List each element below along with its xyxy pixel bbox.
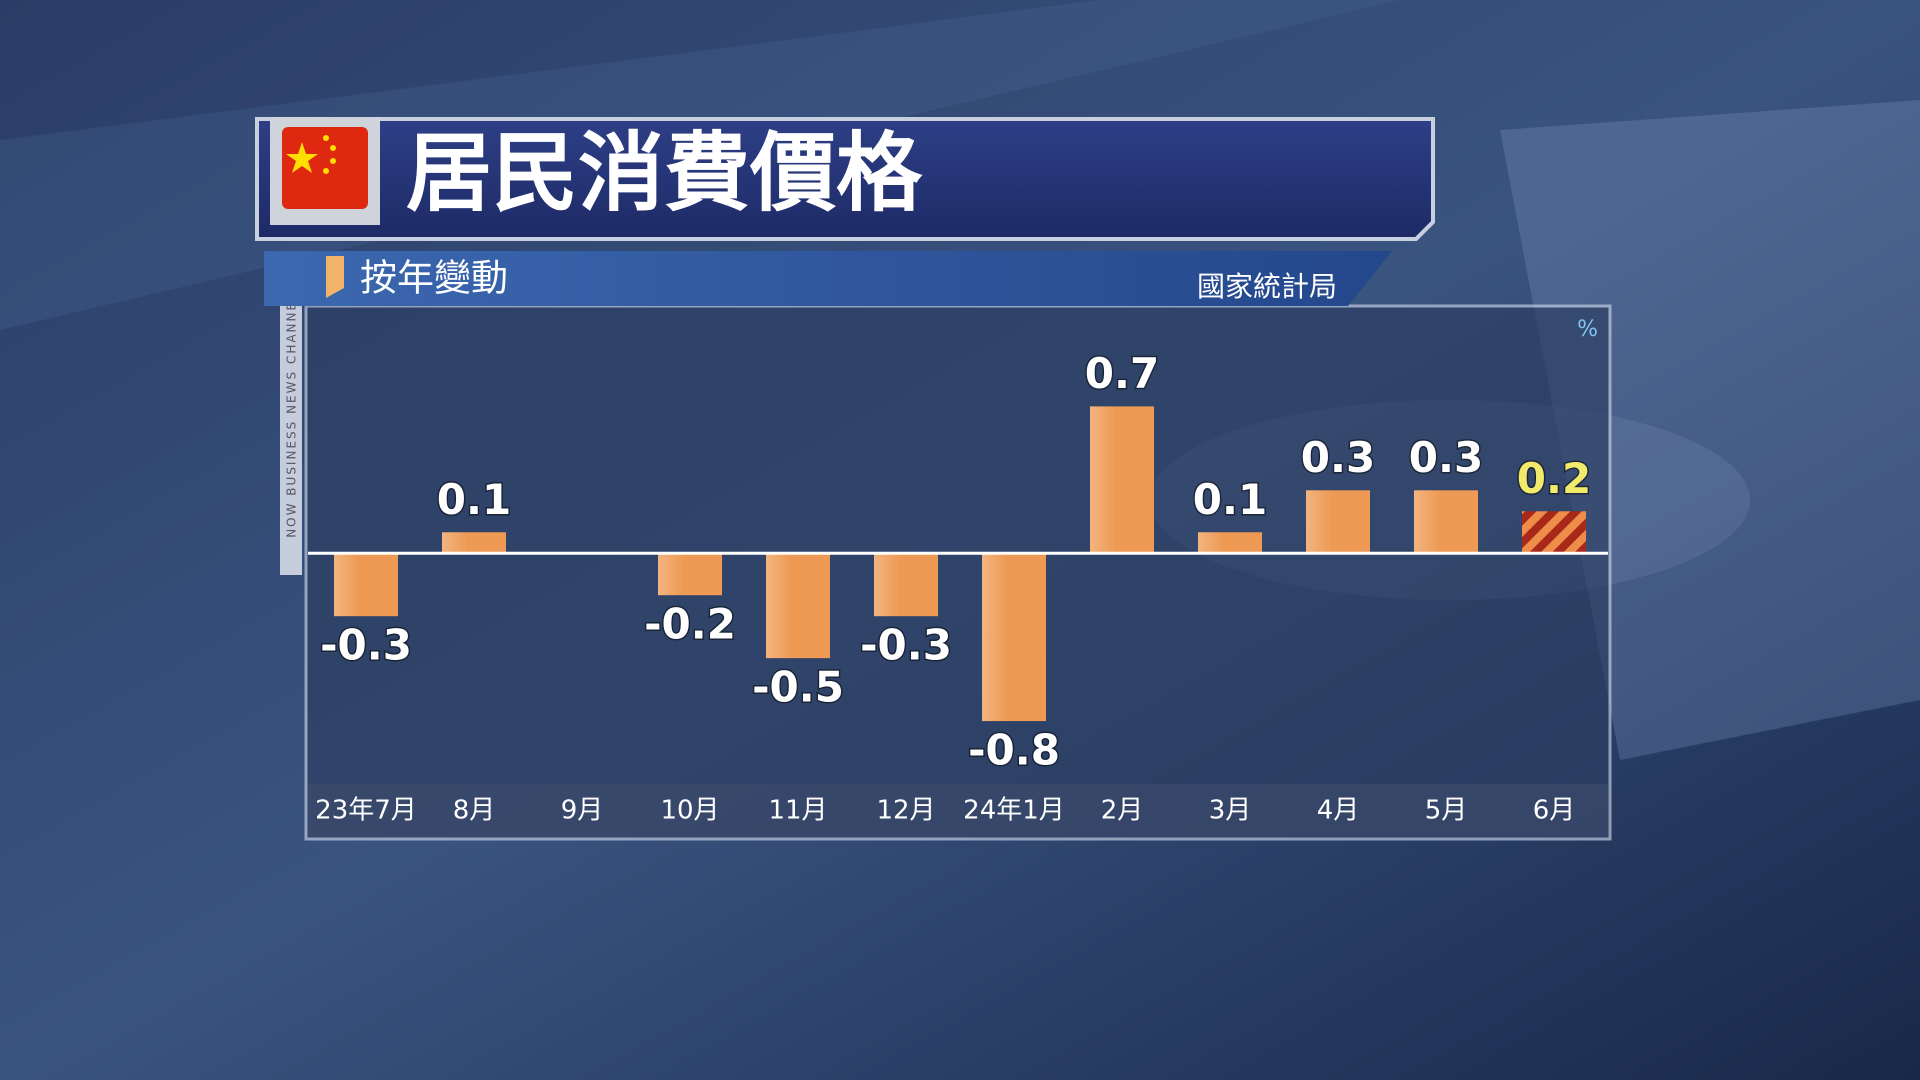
x-tick-label: 9月 <box>561 796 604 826</box>
bar-shine <box>874 553 938 617</box>
bar-shine <box>766 553 830 659</box>
x-tick-label: 6月 <box>1533 796 1576 826</box>
value-label: 0.2 <box>1517 454 1591 503</box>
subtitle-bar <box>264 251 1392 306</box>
source: 國家統計局 <box>1197 270 1337 303</box>
x-tick-label: 11月 <box>768 796 827 826</box>
bar-shine <box>1198 532 1262 554</box>
value-label: 0.1 <box>437 475 511 524</box>
unit-label: % <box>1577 317 1598 342</box>
x-tick-label: 5月 <box>1425 796 1468 826</box>
title-bar <box>255 117 1435 241</box>
side-strip <box>280 255 302 575</box>
x-tick-label: 12月 <box>876 796 935 826</box>
bar-shine <box>1090 406 1154 554</box>
chart-title: 居民消費價格 <box>406 123 923 223</box>
value-label: 0.1 <box>1193 475 1267 524</box>
bar-shine <box>334 553 398 617</box>
bar-shine <box>1414 490 1478 554</box>
channel-text: NOW BUSINESS NEWS CHANNEL <box>285 292 299 538</box>
flag-star <box>286 142 318 173</box>
value-label: 0.3 <box>1409 433 1483 482</box>
value-label: -0.5 <box>752 663 844 712</box>
x-tick-label: 24年1月 <box>963 796 1065 826</box>
value-label: 0.3 <box>1301 433 1375 482</box>
plot-panel <box>304 304 1612 841</box>
bar-shine <box>658 553 722 596</box>
x-tick-label: 8月 <box>453 796 496 826</box>
bar <box>1522 511 1586 554</box>
category-strip <box>308 784 1608 837</box>
bar-shine <box>982 553 1046 722</box>
subtitle-marker <box>326 256 344 298</box>
value-label: -0.3 <box>320 621 412 670</box>
value-label: -0.2 <box>644 600 736 649</box>
flag-small-stars <box>323 135 336 174</box>
x-tick-label: 2月 <box>1101 796 1144 826</box>
x-tick-label: 4月 <box>1317 796 1360 826</box>
value-label: -0.3 <box>860 621 952 670</box>
x-tick-label: 23年7月 <box>315 796 417 826</box>
subtitle: 按年變動 <box>360 257 508 300</box>
bar-shine <box>442 532 506 554</box>
bar-shine <box>1306 490 1370 554</box>
x-tick-label: 3月 <box>1209 796 1252 826</box>
x-tick-label: 10月 <box>660 796 719 826</box>
value-label: 0.7 <box>1085 349 1159 398</box>
value-label: -0.8 <box>968 726 1060 775</box>
